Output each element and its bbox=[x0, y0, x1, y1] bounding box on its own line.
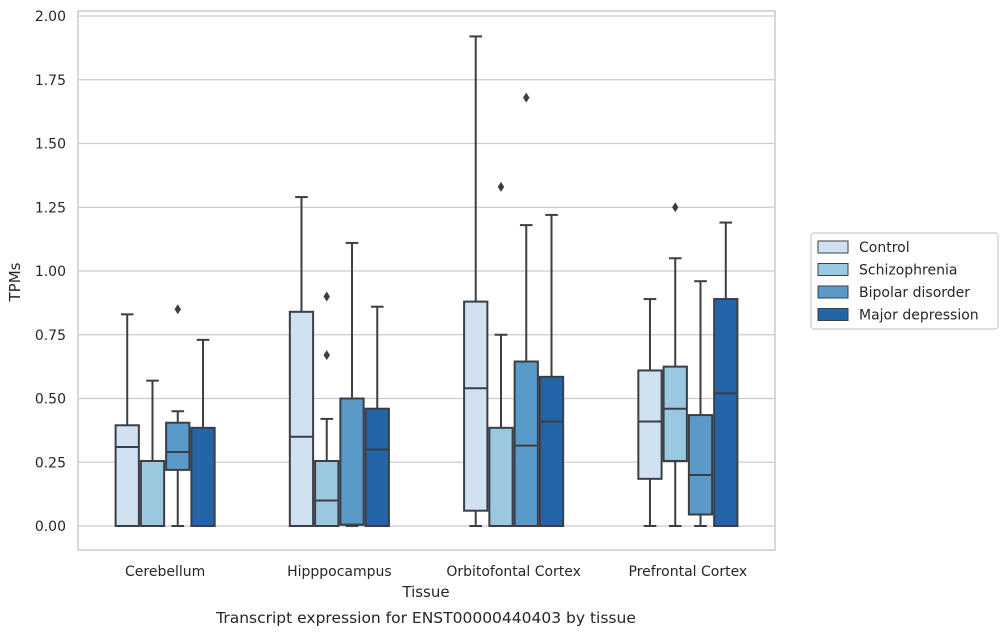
legend-swatch bbox=[817, 263, 849, 276]
y-tick-labels: 0.00 0.25 0.50 0.75 1.00 1.25 1.50 1.75 2.00 bbox=[35, 9, 66, 535]
plot-frame bbox=[77, 10, 776, 551]
box-group bbox=[488, 181, 514, 528]
box-iqr bbox=[687, 414, 714, 516]
box-iqr bbox=[339, 397, 365, 526]
box-group bbox=[190, 338, 216, 528]
x-tick-label: Prefrontal Cortex bbox=[629, 564, 748, 580]
box-group bbox=[314, 291, 340, 528]
outlier-point bbox=[497, 181, 505, 192]
box-iqr bbox=[139, 459, 166, 528]
box-iqr bbox=[114, 424, 140, 527]
y-tick-label: 0.00 bbox=[35, 519, 66, 535]
legend: Control Schizophrenia Bipolar disorder Majo… bbox=[810, 232, 999, 330]
box-group bbox=[339, 241, 365, 527]
y-tick-label: 1.50 bbox=[35, 137, 66, 153]
box-iqr bbox=[364, 407, 390, 528]
legend-swatch bbox=[817, 240, 849, 254]
box-iqr bbox=[513, 360, 539, 527]
legend-label: Schizophrenia bbox=[859, 263, 957, 279]
chart-caption: Transcript expression for ENST0000044040… bbox=[215, 609, 636, 627]
y-tick-label: 1.00 bbox=[35, 264, 66, 280]
y-tick-label: 0.75 bbox=[35, 328, 66, 344]
box-iqr bbox=[190, 426, 216, 528]
box-group bbox=[637, 298, 663, 527]
y-tick-label: 0.25 bbox=[35, 455, 66, 471]
legend-label: Control bbox=[859, 240, 910, 256]
x-tick-labels: Cerebellum Hipppocampus Orbitofontal Corte… bbox=[125, 564, 747, 580]
box-group bbox=[165, 304, 191, 527]
legend-swatch bbox=[817, 308, 849, 321]
outlier-point bbox=[323, 291, 330, 302]
box-iqr bbox=[463, 300, 489, 512]
y-axis-label: TPMs bbox=[6, 262, 24, 302]
box-group bbox=[114, 313, 140, 527]
legend-swatch bbox=[817, 285, 849, 299]
box-iqr bbox=[637, 369, 663, 480]
outlier-point bbox=[672, 202, 679, 213]
box-iqr bbox=[713, 298, 739, 527]
box-iqr bbox=[314, 459, 340, 528]
x-tick-label: Cerebellum bbox=[125, 564, 205, 580]
box-series bbox=[114, 35, 739, 528]
y-tick-label: 2.00 bbox=[35, 9, 66, 25]
box-iqr bbox=[488, 426, 514, 528]
box-iqr bbox=[165, 421, 191, 471]
box-group bbox=[662, 202, 688, 527]
y-tick-label: 1.75 bbox=[35, 73, 66, 89]
box-iqr bbox=[662, 365, 688, 462]
outlier-point bbox=[174, 304, 181, 315]
y-tick-label: 0.50 bbox=[35, 392, 66, 408]
x-tick-label: Orbitofontal Cortex bbox=[446, 564, 581, 580]
box-group bbox=[139, 379, 166, 528]
box-group bbox=[463, 35, 489, 527]
box-group bbox=[538, 213, 565, 528]
box-group bbox=[687, 280, 714, 527]
box-group bbox=[364, 305, 390, 528]
box-group bbox=[288, 196, 315, 527]
x-tick-label: Hipppocampus bbox=[287, 564, 392, 580]
legend-frame bbox=[810, 232, 999, 330]
outlier-point bbox=[323, 350, 330, 361]
box-iqr bbox=[538, 375, 565, 528]
box-iqr bbox=[288, 310, 315, 527]
box-group bbox=[713, 221, 739, 527]
y-tick-label: 1.25 bbox=[35, 200, 66, 216]
outlier-point bbox=[523, 92, 530, 103]
x-axis-label: Tissue bbox=[401, 583, 449, 601]
legend-label: Bipolar disorder bbox=[859, 285, 970, 301]
box-group bbox=[513, 92, 539, 527]
legend-label: Major depression bbox=[859, 308, 979, 324]
